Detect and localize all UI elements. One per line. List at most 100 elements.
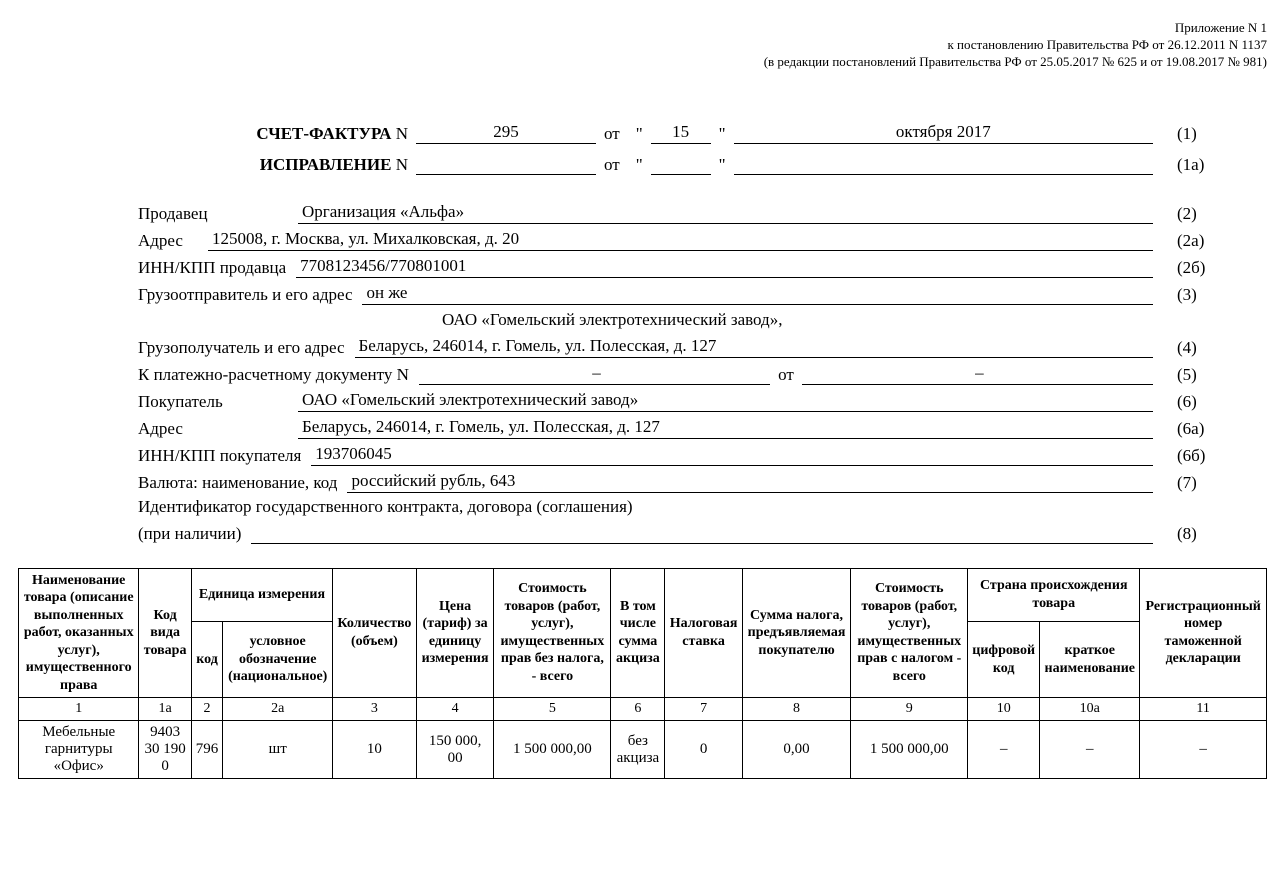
th-c3: Количество (объем) xyxy=(333,568,417,698)
cell-c8: 0,00 xyxy=(742,721,851,779)
buyer-inn-row: ИНН/КПП покупателя 193706045 (6б) xyxy=(138,443,1217,466)
seller-address-value: 125008, г. Москва, ул. Михалковская, д. … xyxy=(208,228,1153,251)
ref-7: (7) xyxy=(1153,473,1217,493)
ref-3: (3) xyxy=(1153,285,1217,305)
correction-day xyxy=(651,152,711,175)
q2: " xyxy=(711,124,734,144)
th-country: Страна происхождения товара xyxy=(968,568,1140,622)
th-c5: Стоимость товаров (работ, услуг), имущес… xyxy=(494,568,611,698)
ref-6: (6) xyxy=(1153,392,1217,412)
contract-value xyxy=(251,521,1153,544)
payment-from: от xyxy=(770,365,802,385)
th-c4: Цена (тариф) за единицу измерения xyxy=(416,568,494,698)
shipper-row: Грузоотправитель и его адрес он же (3) xyxy=(138,282,1217,305)
cell-c9: 1 500 000,00 xyxy=(851,721,968,779)
payment-dash2: – xyxy=(802,362,1153,385)
seller-inn-row: ИНН/КПП продавца 7708123456/770801001 (2… xyxy=(138,255,1217,278)
contract-line1: Идентификатор государственного контракта… xyxy=(138,497,1153,517)
buyer-label: Покупатель xyxy=(138,392,298,412)
th-c1a: Код вида товара xyxy=(139,568,191,698)
buyer-value: ОАО «Гомельский электротехнический завод… xyxy=(298,389,1153,412)
ref-8: (8) xyxy=(1153,524,1217,544)
cell-c6: без акциза xyxy=(611,721,665,779)
buyer-address-label: Адрес xyxy=(138,419,298,439)
th-c9: Стоимость товаров (работ, услуг), имущес… xyxy=(851,568,968,698)
q1: " xyxy=(628,124,651,144)
invoice-label: СЧЕТ-ФАКТУРА xyxy=(256,124,391,143)
cell-c1a: 9403 30 190 0 xyxy=(139,721,191,779)
shipper-label: Грузоотправитель и его адрес xyxy=(138,285,362,305)
payment-row: К платежно-расчетному документу N – от –… xyxy=(138,362,1217,385)
th-c7: Налоговая ставка xyxy=(665,568,742,698)
seller-address-row: Адрес 125008, г. Москва, ул. Михалковска… xyxy=(138,228,1217,251)
ref-2b: (2б) xyxy=(1153,258,1217,278)
th-c6: В том числе сумма акциза xyxy=(611,568,665,698)
cell-c2a: шт xyxy=(223,721,333,779)
annex-line3: (в редакции постановлений Правительства … xyxy=(18,54,1267,71)
correction-title-row: ИСПРАВЛЕНИЕ N от " " (1а) xyxy=(138,152,1217,175)
consignee-extra-row: ОАО «Гомельский электротехнический завод… xyxy=(138,309,1217,331)
seller-address-label: Адрес xyxy=(138,231,208,251)
payment-label: К платежно-расчетному документу N xyxy=(138,365,419,385)
invoice-number: 295 xyxy=(416,121,596,144)
annex-line2: к постановлению Правительства РФ от 26.1… xyxy=(18,37,1267,54)
consignee-line1: ОАО «Гомельский электротехнический завод… xyxy=(438,309,1153,331)
buyer-inn-label: ИНН/КПП покупателя xyxy=(138,446,311,466)
from-text: от xyxy=(596,124,628,144)
shipper-value: он же xyxy=(362,282,1153,305)
ref-1a: (1а) xyxy=(1153,155,1217,175)
buyer-inn-value: 193706045 xyxy=(311,443,1153,466)
ref-1: (1) xyxy=(1153,124,1217,144)
contract-row1: Идентификатор государственного контракта… xyxy=(138,497,1217,517)
currency-value: российский рубль, 643 xyxy=(347,470,1153,493)
th-c1: Наименование товара (описание выполненны… xyxy=(19,568,139,698)
invoice-table: Наименование товара (описание выполненны… xyxy=(18,568,1267,780)
th-c8: Сумма налога, предъявляемая покупателю xyxy=(742,568,851,698)
invoice-title-row: СЧЕТ-ФАКТУРА N 295 от " 15 " октября 201… xyxy=(138,121,1217,144)
th-unit: Единица измерения xyxy=(191,568,332,622)
correction-month-year xyxy=(734,152,1153,175)
cell-c2: 796 xyxy=(191,721,223,779)
seller-inn-value: 7708123456/770801001 xyxy=(296,255,1153,278)
currency-label: Валюта: наименование, код xyxy=(138,473,347,493)
ref-5: (5) xyxy=(1153,365,1217,385)
contract-row2: (при наличии) (8) xyxy=(138,521,1217,544)
cell-c1: Мебельные гарнитуры «Офис» xyxy=(19,721,139,779)
cell-c5: 1 500 000,00 xyxy=(494,721,611,779)
cell-c3: 10 xyxy=(333,721,417,779)
consignee-label: Грузополучатель и его адрес xyxy=(138,338,355,358)
ref-2: (2) xyxy=(1153,204,1217,224)
ref-6a: (6а) xyxy=(1153,419,1217,439)
annex-block: Приложение N 1 к постановлению Правитель… xyxy=(18,20,1267,71)
th-c10: цифровой код xyxy=(968,622,1040,698)
cell-c10a: – xyxy=(1040,721,1140,779)
seller-label: Продавец xyxy=(138,204,298,224)
seller-value: Организация «Альфа» xyxy=(298,201,1153,224)
cell-c11: – xyxy=(1140,721,1267,779)
consignee-row: Грузополучатель и его адрес Беларусь, 24… xyxy=(138,335,1217,358)
th-c2a: условное обозначение (национальное) xyxy=(223,622,333,698)
correction-label: ИСПРАВЛЕНИЕ xyxy=(260,155,392,174)
buyer-row: Покупатель ОАО «Гомельский электротехнич… xyxy=(138,389,1217,412)
table-row: Мебельные гарнитуры «Офис» 9403 30 190 0… xyxy=(19,721,1267,779)
ref-6b: (6б) xyxy=(1153,446,1217,466)
invoice-month-year: октября 2017 xyxy=(734,121,1153,144)
consignee-value: Беларусь, 246014, г. Гомель, ул. Полесск… xyxy=(355,335,1153,358)
form-block: СЧЕТ-ФАКТУРА N 295 от " 15 " октября 201… xyxy=(138,121,1217,544)
column-number-row: 1 1а 2 2а 3 4 5 6 7 8 9 10 10а 11 xyxy=(19,698,1267,721)
th-c2: код xyxy=(191,622,223,698)
ref-4: (4) xyxy=(1153,338,1217,358)
seller-inn-label: ИНН/КПП продавца xyxy=(138,258,296,278)
correction-number xyxy=(416,152,596,175)
contract-line2: (при наличии) xyxy=(138,524,251,544)
annex-line1: Приложение N 1 xyxy=(18,20,1267,37)
seller-row: Продавец Организация «Альфа» (2) xyxy=(138,201,1217,224)
buyer-address-value: Беларусь, 246014, г. Гомель, ул. Полесск… xyxy=(298,416,1153,439)
cell-c4: 150 000, 00 xyxy=(416,721,494,779)
cell-c10: – xyxy=(968,721,1040,779)
payment-dash1: – xyxy=(419,362,770,385)
invoice-day: 15 xyxy=(651,121,711,144)
ref-2a: (2а) xyxy=(1153,231,1217,251)
th-c10a: краткое наименование xyxy=(1040,622,1140,698)
currency-row: Валюта: наименование, код российский руб… xyxy=(138,470,1217,493)
